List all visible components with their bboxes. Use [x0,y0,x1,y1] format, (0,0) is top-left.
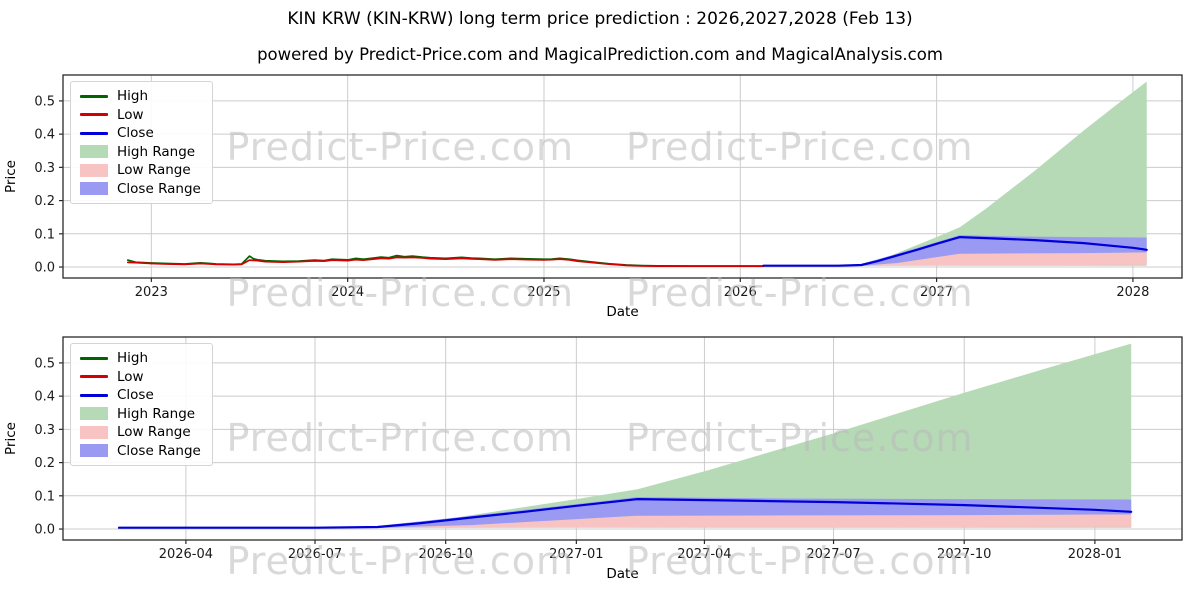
legend-item-close: Close [80,125,201,141]
high-range-area [377,343,1132,528]
legend-item-close-range: Close Range [80,180,201,197]
x-axis-label: Date [606,566,638,582]
low-range-area [861,252,1147,266]
legend-label: Close [117,125,154,141]
close-line [762,236,1148,267]
x-tick-label: 2027-01 [549,547,603,562]
y-tick-label: 0.2 [34,194,55,209]
y-tick-label: 0.3 [34,423,55,438]
y-tick-label: 0.5 [34,94,55,109]
y-tick-label: 0.3 [34,161,55,176]
legend-item-low-range: Low Range [80,424,201,440]
legend-label: Low [117,106,144,123]
plot-border [62,74,1183,279]
legend-patch-swatch [80,444,108,457]
chart-forecast-detail-2026-2028: 2026-04 2026-07 2026-10 2027-01 2027-04 2027-… [3,336,1183,582]
legend-line-swatch [80,375,108,378]
x-tick-label: 2026-04 [159,547,213,562]
x-tick-label: 2023 [135,285,168,300]
legend-line-swatch [80,393,108,397]
x-tick-label: 2027-07 [806,547,860,562]
x-tick-label: 2027-10 [937,547,991,562]
y-tick-label: 0.0 [34,523,55,538]
y-axis-label: Price [3,160,19,193]
legend-line-swatch [80,131,108,135]
x-tick-label: 2026 [724,285,757,300]
legend-bottom-chart: High Low Close High Range Low Range Close Ran… [70,343,213,466]
legend-item-high: High [80,88,201,104]
y-tick-label: 0.1 [34,489,55,504]
legend-item-high: High [80,350,201,366]
plot-border [62,336,1183,541]
y-tick-label: 0.2 [34,456,55,471]
y-axis-label: Price [3,422,19,455]
legend-label: High Range [117,143,196,160]
legend-label: Low Range [117,162,191,178]
x-tick-label: 2028 [1116,285,1149,300]
x-tick-label: 2027-04 [677,547,731,562]
legend-line-swatch [80,94,108,98]
legend-item-low-range: Low Range [80,162,201,178]
x-tick-label: 2026-10 [419,547,473,562]
legend-label: High Range [117,405,196,422]
x-tick-label: 2028-01 [1068,547,1122,562]
legend-patch-swatch [80,145,108,158]
legend-patch-swatch [80,182,108,195]
legend-item-low: Low [80,368,201,385]
y-tick-label: 0.0 [34,261,55,276]
x-tick-label: 2024 [331,285,364,300]
y-tick-label: 0.5 [34,356,55,371]
legend-label: Low Range [117,424,191,440]
page-subtitle: powered by Predict-Price.com and Magical… [257,45,943,64]
legend-label: Close [117,387,154,403]
y-tick-label: 0.4 [34,128,55,143]
legend-top-chart: High Low Close High Range Low Range Close Ran… [70,81,213,204]
y-tick-label: 0.1 [34,227,55,242]
legend-item-high-range: High Range [80,405,201,422]
legend-item-high-range: High Range [80,143,201,160]
legend-line-swatch [80,356,108,360]
low-range-area [377,514,1132,528]
x-tick-label: 2025 [527,285,560,300]
legend-label: Close Range [117,180,201,197]
legend-label: High [117,350,149,366]
x-axis-label: Date [606,304,638,320]
high-range-area [861,81,1147,266]
legend-label: Close Range [117,442,201,459]
legend-item-low: Low [80,106,201,123]
legend-label: High [117,88,149,104]
low-line [126,256,765,268]
page-title: KIN KRW (KIN-KRW) long term price predic… [287,9,913,29]
close-line [117,498,1133,529]
y-tick-label: 0.4 [34,390,55,405]
legend-item-close: Close [80,387,201,403]
legend-item-close-range: Close Range [80,442,201,459]
legend-patch-swatch [80,163,108,177]
legend-line-swatch [80,113,108,116]
legend-patch-swatch [80,407,108,420]
legend-label: Low [117,368,144,385]
chart-long-term-history-and-forecast: 2023 2024 2025 2026 2027 2028 0.0 0.1 0.2 0.3 0.4 0… [3,74,1183,320]
x-tick-label: 2027 [920,285,953,300]
x-tick-label: 2026-07 [288,547,342,562]
legend-patch-swatch [80,425,108,439]
